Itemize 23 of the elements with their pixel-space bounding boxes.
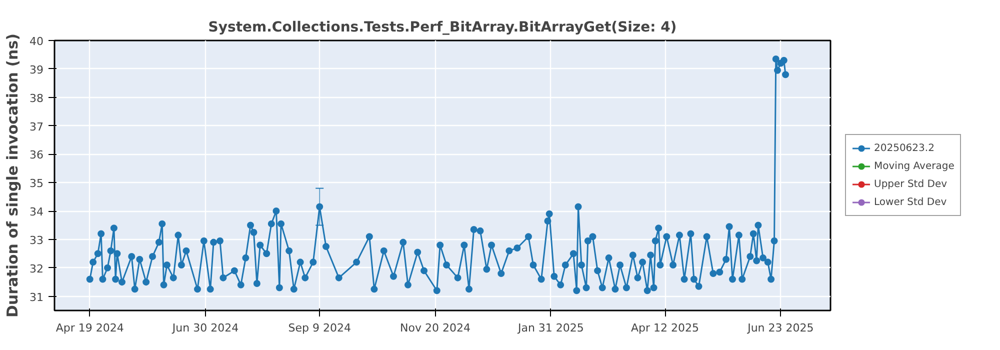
y-tick-label: 39 — [30, 63, 44, 76]
legend-label: Moving Average — [874, 160, 954, 172]
x-tick-label: Jan 31 2025 — [516, 322, 584, 334]
legend-label: Lower Std Dev — [874, 196, 947, 208]
y-tick-label: 36 — [30, 148, 44, 162]
y-tick-label: 32 — [30, 262, 44, 276]
y-tick-label: 35 — [30, 177, 44, 190]
legend-label: 20250623.2 — [874, 142, 934, 154]
y-tick-label: 37 — [30, 120, 44, 134]
x-tick-label: Jun 30 2024 — [171, 322, 239, 334]
legend-label: Upper Std Dev — [874, 178, 948, 190]
x-tick-label: Sep 9 2024 — [288, 322, 351, 334]
x-tick-label: Apr 12 2025 — [631, 322, 700, 334]
y-tick-label: 31 — [30, 290, 44, 304]
x-tick-label: Jun 23 2025 — [746, 322, 814, 334]
y-tick-label: 38 — [30, 92, 44, 105]
y-tick-label: 33 — [30, 234, 44, 247]
x-tick-label: Apr 19 2024 — [56, 322, 124, 334]
y-axis-title: Duration of single invocation (ns) — [4, 34, 22, 318]
chart-title: System.Collections.Tests.Perf_BitArray.BitArrayGet(Size: 4) — [208, 20, 677, 36]
x-tick-label: Nov 20 2024 — [400, 322, 470, 334]
y-tick-label: 34 — [30, 206, 44, 219]
y-tick-label: 40 — [30, 35, 44, 48]
